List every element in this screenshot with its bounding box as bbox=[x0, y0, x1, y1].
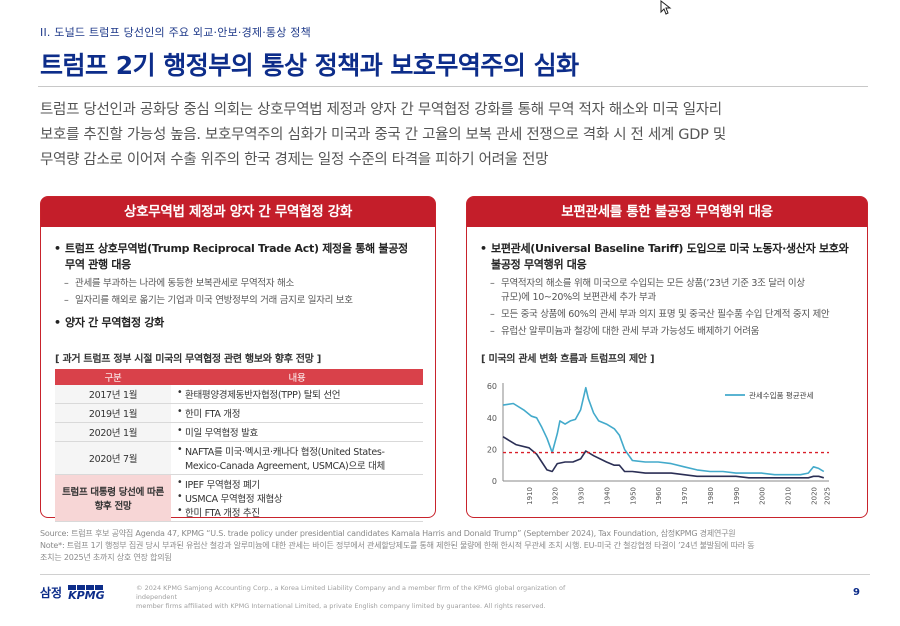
bullet-universal-tariff: 보편관세(Universal Baseline Tariff) 도입으로 미국 … bbox=[480, 241, 863, 273]
outlook-line: USMCA 무역협정 재협상 bbox=[177, 491, 419, 505]
chart-title: [ 미국의 관세 변화 흐름과 트럼프의 제안 ] bbox=[481, 354, 655, 365]
sub-line: 무역적자의 해소를 위해 미국으로 수입되는 모든 상품(’23년 기준 3조 … bbox=[501, 278, 805, 289]
panel-title: 보편관세를 통한 불공정 무역행위 대응 bbox=[467, 197, 867, 227]
bullet-line: 보편관세(Universal Baseline Tariff) 도입으로 미국 … bbox=[491, 242, 849, 255]
row-content: 환태평양경제동반자협정(TPP) 탈퇴 선언 bbox=[171, 385, 423, 404]
x-tick-label: 1940 bbox=[603, 487, 611, 505]
table-row-outlook: 트럼프 대통령 당선에 따른 향후 전망 IPEF 무역협정 폐기 USMCA … bbox=[55, 474, 423, 522]
table-title: [ 과거 트럼프 정부 시절 미국의 무역협정 관련 행보와 향후 전망 ] bbox=[55, 354, 322, 365]
x-tick-label: 1950 bbox=[629, 487, 637, 505]
kpmg-wordmark: KPMG bbox=[68, 588, 105, 602]
brand-korean: 삼정 bbox=[40, 586, 63, 600]
x-tick-label: 1960 bbox=[655, 487, 663, 505]
row-line: Mexico-Canada Agreement, USMCA)으로 대체 bbox=[185, 461, 385, 472]
page-number: 9 bbox=[853, 587, 860, 598]
bullet-line: 트럼프 상호무역법(Trump Reciprocal Trade Act) 제정… bbox=[65, 242, 408, 255]
legend-label: 관세수입품 평균관세 bbox=[749, 390, 814, 400]
row-year: 2020년 7월 bbox=[55, 441, 171, 475]
sub-line: 규모)에 10~20%의 보편관세 추가 부과 bbox=[501, 292, 656, 303]
y-tick-label: 20 bbox=[487, 445, 497, 454]
sub-item: 무역적자의 해소를 위해 미국으로 수입되는 모든 상품(’23년 기준 3조 … bbox=[490, 277, 865, 305]
series-line-dutiable-tariff bbox=[502, 386, 825, 476]
row-year: 2017년 1월 bbox=[55, 385, 171, 404]
copyright-text: © 2024 KPMG Samjong Accounting Corp., a … bbox=[136, 584, 606, 611]
row-content: NAFTA를 미국·멕시코·캐나다 협정(United States- Mexi… bbox=[171, 441, 423, 475]
bullet-line: 불공정 무역행위 대응 bbox=[491, 258, 587, 271]
source-line: Source: 트럼프 후보 공약집 Agenda 47, KPMG “U.S.… bbox=[40, 529, 736, 538]
bullet-bilateral-trade: 양자 간 무역협정 강화 bbox=[54, 315, 425, 331]
note-line: 조치는 2025년 초까지 상호 연장 합의됨 bbox=[40, 553, 172, 562]
x-tick-label: 2010 bbox=[785, 487, 793, 505]
note-line: Note*: 트럼프 1기 행정부 집권 당시 부과된 유럽산 철강과 알루미늄… bbox=[40, 541, 755, 550]
summary-line: 무역량 감소로 이어져 수출 위주의 한국 경제는 일정 수준의 타격을 피하기… bbox=[40, 152, 549, 168]
footer-divider bbox=[40, 574, 870, 575]
panel-title: 상호무역법 제정과 양자 간 무역협정 강화 bbox=[41, 197, 435, 227]
y-tick-label: 60 bbox=[487, 382, 497, 391]
series-line-overall-tariff bbox=[502, 436, 825, 479]
row-line: NAFTA를 미국·멕시코·캐나다 협정(United States- bbox=[177, 444, 419, 458]
kpmg-logo-blocks-icon bbox=[68, 584, 104, 590]
row-line: 환태평양경제동반자협정(TPP) 탈퇴 선언 bbox=[177, 387, 419, 401]
sub-item: 관세를 부과하는 나라에 동등한 보복관세로 무역적자 해소 bbox=[64, 277, 425, 291]
x-tick-label: 2000 bbox=[759, 487, 767, 505]
section-label: II. 도널드 트럼프 당선인의 주요 외교·안보·경제·통상 정책 bbox=[40, 26, 311, 39]
x-tick-label: 1980 bbox=[707, 487, 715, 505]
table-row: 2017년 1월 환태평양경제동반자협정(TPP) 탈퇴 선언 bbox=[55, 385, 423, 404]
bullet-line: 무역 관행 대응 bbox=[65, 258, 131, 271]
table-header-period: 구분 bbox=[55, 369, 171, 385]
copyright-line: member firms affiliated with KPMG Intern… bbox=[136, 602, 546, 610]
table-header-content: 내용 bbox=[171, 369, 423, 385]
row-line: 미일 무역협정 발효 bbox=[177, 425, 419, 439]
reciprocal-trade-panel: 상호무역법 제정과 양자 간 무역협정 강화 트럼프 상호무역법(Trump R… bbox=[40, 196, 436, 522]
bullet-reciprocal-trade-act: 트럼프 상호무역법(Trump Reciprocal Trade Act) 제정… bbox=[54, 241, 425, 273]
sub-item: 유럽산 알루미늄과 철강에 대한 관세 부과 가능성도 배제하기 어려움 bbox=[490, 325, 865, 339]
copyright-line: © 2024 KPMG Samjong Accounting Corp., a … bbox=[136, 584, 566, 601]
tariff-history-chart: 0 20 40 60 1910 1920 1930 1940 1950 1960 1970 1980 1… bbox=[487, 382, 832, 505]
brand-logo: 삼정 KPMG bbox=[40, 584, 105, 601]
row-content: 미일 무역협정 발효 bbox=[171, 422, 423, 442]
table-row: 2019년 1월 한미 FTA 개정 bbox=[55, 403, 423, 423]
outlook-label-line: 트럼프 대통령 당선에 따른 bbox=[62, 487, 164, 498]
universal-tariff-panel: 보편관세를 통한 불공정 무역행위 대응 보편관세(Universal Base… bbox=[466, 196, 868, 518]
table-row: 2020년 1월 미일 무역협정 발효 bbox=[55, 422, 423, 442]
title-divider bbox=[38, 86, 868, 87]
summary-line: 보호를 추진할 가능성 높음. 보호무역주의 심화가 미국과 중국 간 고율의 … bbox=[40, 127, 726, 143]
outlook-label-line: 향후 전망 bbox=[94, 501, 132, 512]
outlook-line: 한미 FTA 개정 추진 bbox=[177, 505, 419, 519]
row-year: 2019년 1월 bbox=[55, 403, 171, 423]
mouse-cursor-icon bbox=[660, 0, 674, 20]
sub-item: 일자리를 해외로 옮기는 기업과 미국 연방정부의 거래 금지로 일자리 보호 bbox=[64, 294, 425, 308]
x-tick-label: 2025 bbox=[823, 487, 831, 505]
outlook-line: IPEF 무역협정 폐기 bbox=[177, 477, 419, 491]
row-line: 한미 FTA 개정 bbox=[177, 406, 419, 420]
x-tick-label: 1970 bbox=[681, 487, 689, 505]
page-title: 트럼프 2기 행정부의 통상 정책과 보호무역주의 심화 bbox=[40, 51, 579, 80]
table-header-row: 구분 내용 bbox=[55, 369, 423, 385]
source-notes: Source: 트럼프 후보 공약집 Agenda 47, KPMG “U.S.… bbox=[40, 528, 870, 564]
x-tick-label: 1910 bbox=[526, 487, 534, 505]
summary-line: 트럼프 당선인과 공화당 중심 의회는 상호무역법 제정과 양자 간 무역협정 … bbox=[40, 102, 722, 118]
x-tick-label: 1990 bbox=[733, 487, 741, 505]
y-tick-label: 40 bbox=[487, 414, 497, 423]
y-tick-label: 0 bbox=[492, 477, 497, 486]
row-content: 한미 FTA 개정 bbox=[171, 403, 423, 423]
kpmg-logo: KPMG bbox=[68, 584, 105, 602]
row-year: 2020년 1월 bbox=[55, 422, 171, 442]
trade-agreement-table: 구분 내용 2017년 1월 환태평양경제동반자협정(TPP) 탈퇴 선언 20… bbox=[55, 369, 423, 522]
table-row: 2020년 7월 NAFTA를 미국·멕시코·캐나다 협정(United Sta… bbox=[55, 441, 423, 475]
outlook-label: 트럼프 대통령 당선에 따른 향후 전망 bbox=[55, 474, 171, 522]
x-tick-label: 1930 bbox=[578, 487, 586, 505]
outlook-content: IPEF 무역협정 폐기 USMCA 무역협정 재협상 한미 FTA 개정 추진 bbox=[171, 474, 423, 522]
summary-text: 트럼프 당선인과 공화당 중심 의회는 상호무역법 제정과 양자 간 무역협정 … bbox=[40, 98, 870, 173]
x-tick-label: 2020 bbox=[810, 487, 818, 505]
x-tick-label: 1920 bbox=[552, 487, 560, 505]
sub-item: 모든 중국 상품에 60%의 관세 부과 의지 표명 및 중국산 필수품 수입 … bbox=[490, 308, 865, 322]
